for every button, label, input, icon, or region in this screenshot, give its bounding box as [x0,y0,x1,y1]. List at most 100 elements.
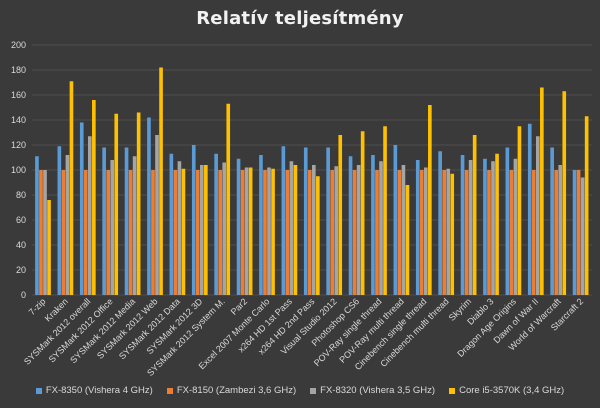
bar [464,170,469,295]
bar [379,161,383,295]
bar [128,170,133,295]
bar [83,170,88,295]
legend-swatch [166,387,173,394]
bar [39,170,43,295]
y-tick-label: 160 [11,90,26,100]
bar [536,136,540,295]
bar [155,135,159,295]
bar [540,87,544,295]
bar [106,170,110,295]
bar [47,200,51,295]
bar [79,122,84,295]
bar [88,136,92,295]
legend-label: FX-8350 (Vishera 4 GHz) [45,385,153,396]
bar [214,153,218,295]
bar [371,155,375,295]
bar [159,67,163,295]
bar [263,170,267,295]
bar [415,160,420,295]
bar [204,165,208,295]
bar [393,145,398,295]
y-tick-label: 40 [16,240,26,250]
bar [472,135,477,295]
y-tick-label: 20 [16,265,26,275]
legend-swatch [310,387,317,394]
bar [438,151,442,295]
y-tick-label: 180 [11,65,26,75]
bar [303,147,308,295]
bar [307,170,312,295]
bar [491,161,495,295]
bar [495,153,499,295]
bar [460,155,465,295]
bar [550,147,554,295]
bar [271,168,275,295]
bar [330,170,334,295]
bar [181,168,186,295]
bar [326,147,330,295]
legend-swatch [449,387,456,394]
bar [450,173,455,295]
bar [338,135,343,295]
y-tick-label: 100 [11,165,26,175]
bar [405,185,410,295]
bar [191,145,196,295]
bar [195,170,200,295]
y-tick-label: 80 [16,190,26,200]
bar [43,170,47,295]
bar [513,158,518,295]
bar [114,113,119,295]
bar [248,167,253,295]
bar [584,116,589,295]
bar [136,112,141,295]
y-tick-label: 120 [11,140,26,150]
bar [218,170,222,295]
legend-label: Core i5-3570K (3,4 GHz) [459,385,565,396]
bar [169,153,174,295]
bar [57,146,62,295]
bar [531,170,536,295]
bar [102,147,106,295]
bar [487,170,491,295]
bar [259,155,263,295]
legend-item: FX-8350 (Vishera 4 GHz) [35,385,153,396]
y-tick-label: 60 [16,215,26,225]
legend-item: FX-8320 (Vishera 3,5 GHz) [310,385,435,396]
bar [244,167,249,295]
bar [147,117,151,295]
y-tick-label: 0 [21,290,26,300]
bar [527,123,532,295]
bar [285,170,290,295]
bar [61,170,66,295]
bar [468,160,473,295]
bar [446,168,451,295]
bar [562,91,567,295]
bar [236,158,241,295]
bar [110,160,115,295]
bar [517,126,522,295]
bar [356,165,361,295]
bar [240,170,245,295]
bar [69,81,74,295]
bar [375,170,379,295]
bar [151,170,155,295]
legend-swatch [35,387,42,394]
bar [505,147,510,295]
bar [383,126,387,295]
legend-label: FX-8320 (Vishera 3,5 GHz) [320,385,436,396]
bar [281,146,286,295]
bar [572,170,577,295]
y-tick-label: 140 [11,115,26,125]
bar [316,176,320,295]
chart-title: Relatív teljesítmény [196,8,404,29]
bar [65,155,70,295]
bar [348,156,353,295]
legend: FX-8350 (Vishera 4 GHz) FX-8150 (Zambezi … [0,385,600,396]
bar [580,177,585,295]
bar [401,165,406,295]
bar [428,105,432,295]
legend-item: Core i5-3570K (3,4 GHz) [449,385,564,396]
bar [222,162,227,295]
